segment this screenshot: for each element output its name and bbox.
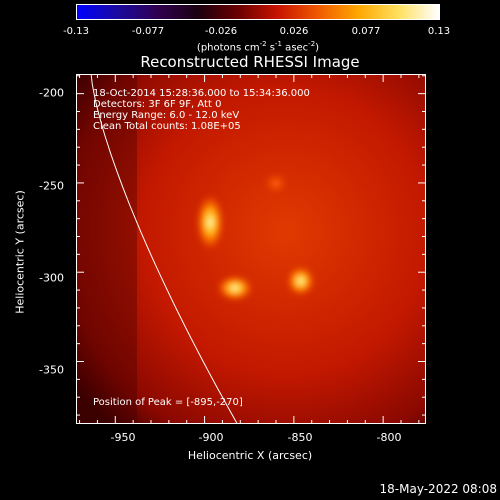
faint-source — [264, 173, 287, 194]
hxr-source — [286, 265, 315, 296]
x-tick-label: -850 — [287, 431, 313, 444]
y-tick-label: -200 — [39, 86, 64, 100]
colorbar-tick: -0.13 — [63, 26, 89, 37]
colorbar-tick: 0.13 — [427, 26, 451, 37]
annotation-peak-position: Position of Peak = [-895,-270] — [93, 397, 243, 408]
hxr-source — [217, 275, 254, 302]
colorbar-tick: 0.026 — [279, 26, 309, 37]
y-tick-label: -300 — [39, 271, 64, 285]
timestamp: 18-May-2022 08:08 — [379, 482, 497, 496]
rhessi-image: 18-Oct-2014 15:28:36.000 to 15:34:36.000… — [76, 74, 426, 424]
colorbar-tick: 0.077 — [351, 26, 381, 37]
colorbar-tick: -0.026 — [204, 26, 238, 37]
annotation-time-range: 18-Oct-2014 15:28:36.000 to 15:34:36.000 — [93, 88, 310, 99]
annotation-detectors: Detectors: 3F 6F 9F, Att 0 — [93, 99, 222, 110]
x-tick-label: -800 — [376, 431, 402, 444]
image-limb-shadow — [77, 75, 137, 423]
colorbar-tick: -0.077 — [131, 26, 165, 37]
y-tick-label: -250 — [39, 179, 64, 193]
y-tick-label: -350 — [39, 363, 64, 377]
annotation-energy-range: Energy Range: 6.0 - 12.0 keV — [93, 110, 240, 121]
x-tick-label: -950 — [110, 431, 136, 444]
solar-limb — [90, 75, 238, 423]
hxr-source — [196, 194, 225, 251]
image-background — [77, 75, 425, 423]
plot-title: Reconstructed RHESSI Image — [140, 53, 360, 71]
colorbar — [76, 4, 440, 20]
x-axis-label: Heliocentric X (arcsec) — [187, 449, 313, 462]
y-axis-label: Heliocentric Y (arcsec) — [13, 190, 27, 314]
colorbar-units: (photons cm-2 s-1 asec-2) — [196, 40, 320, 54]
x-tick-label: -900 — [198, 431, 224, 444]
annotation-clean-total: Clean Total counts: 1.08E+05 — [93, 121, 241, 132]
